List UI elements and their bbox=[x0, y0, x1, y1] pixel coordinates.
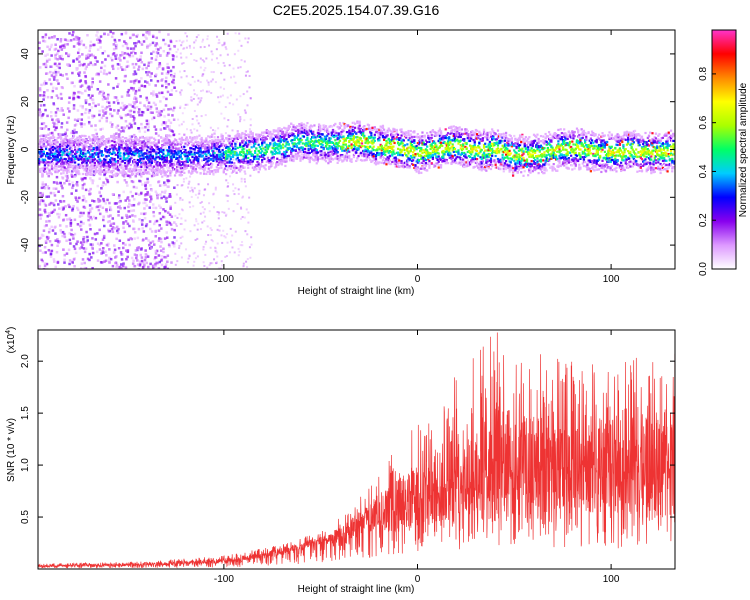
x-tick-label: 100 bbox=[603, 574, 620, 585]
colorbar-ticks: 0.0 0.2 0.4 0.6 0.8 bbox=[698, 67, 716, 276]
y-tick-label: 0.5 bbox=[20, 510, 31, 524]
colorbar: 0.0 0.2 0.4 0.6 0.8 Normalized spectral ampl… bbox=[698, 29, 749, 276]
x-tick-label: -100 bbox=[214, 574, 234, 585]
colorbar-bar bbox=[711, 29, 737, 270]
spectrogram-y-label: Frequency (Hz) bbox=[6, 116, 17, 185]
spectrogram-x-label: Height of straight line (km) bbox=[298, 286, 415, 297]
snr-x-label: Height of straight line (km) bbox=[298, 584, 415, 595]
colorbar-tick-label: 0.8 bbox=[698, 67, 709, 81]
x-tick-label: 0 bbox=[415, 574, 421, 585]
figure-title: C2E5.2025.154.07.39.G16 bbox=[273, 2, 440, 18]
y-tick-label: -40 bbox=[20, 237, 31, 252]
y-tick-label: 1.5 bbox=[20, 406, 31, 420]
snr-y-label: SNR (10 * v/v) bbox=[6, 418, 17, 482]
snr-frame bbox=[37, 329, 676, 570]
snr-y-multiplier-exp: 4 bbox=[5, 330, 12, 334]
y-tick-label: -20 bbox=[20, 190, 31, 205]
spectrogram-heatmap bbox=[38, 30, 675, 269]
colorbar-tick-label: 0.4 bbox=[698, 164, 709, 178]
snr-y-multiplier-base: (x10 bbox=[6, 333, 17, 353]
colorbar-tick-label: 0.6 bbox=[698, 115, 709, 129]
y-tick-label: 40 bbox=[20, 48, 31, 60]
colorbar-label: Normalized spectral amplitude bbox=[738, 82, 749, 217]
snr-y-multiplier: (x104) bbox=[5, 327, 17, 354]
snr-series-line bbox=[38, 332, 675, 569]
spectrogram-x-ticks: -100 0 100 bbox=[214, 30, 620, 285]
spectrogram-panel: -100 0 100 -40 -20 0 20 40 Height of straight … bbox=[6, 29, 676, 297]
x-tick-label: -100 bbox=[214, 274, 234, 285]
y-tick-label: 1.0 bbox=[20, 458, 31, 472]
snr-y-multiplier-close: ) bbox=[6, 327, 17, 330]
snr-panel: -100 0 100 0.5 1.0 1.5 2.0 Height of straight… bbox=[5, 327, 676, 595]
y-tick-label: 20 bbox=[20, 96, 31, 108]
snr-x-ticks: -100 0 100 bbox=[214, 330, 620, 585]
colorbar-tick-label: 0.0 bbox=[698, 262, 709, 276]
y-tick-label: 2.0 bbox=[20, 354, 31, 368]
y-tick-label: 0 bbox=[20, 146, 31, 152]
snr-y-ticks: 0.5 1.0 1.5 2.0 bbox=[20, 354, 675, 524]
colorbar-tick-label: 0.2 bbox=[698, 213, 709, 227]
spectrogram-y-ticks: -40 -20 0 20 40 bbox=[20, 48, 675, 252]
x-tick-label: 0 bbox=[415, 274, 421, 285]
x-tick-label: 100 bbox=[603, 274, 620, 285]
